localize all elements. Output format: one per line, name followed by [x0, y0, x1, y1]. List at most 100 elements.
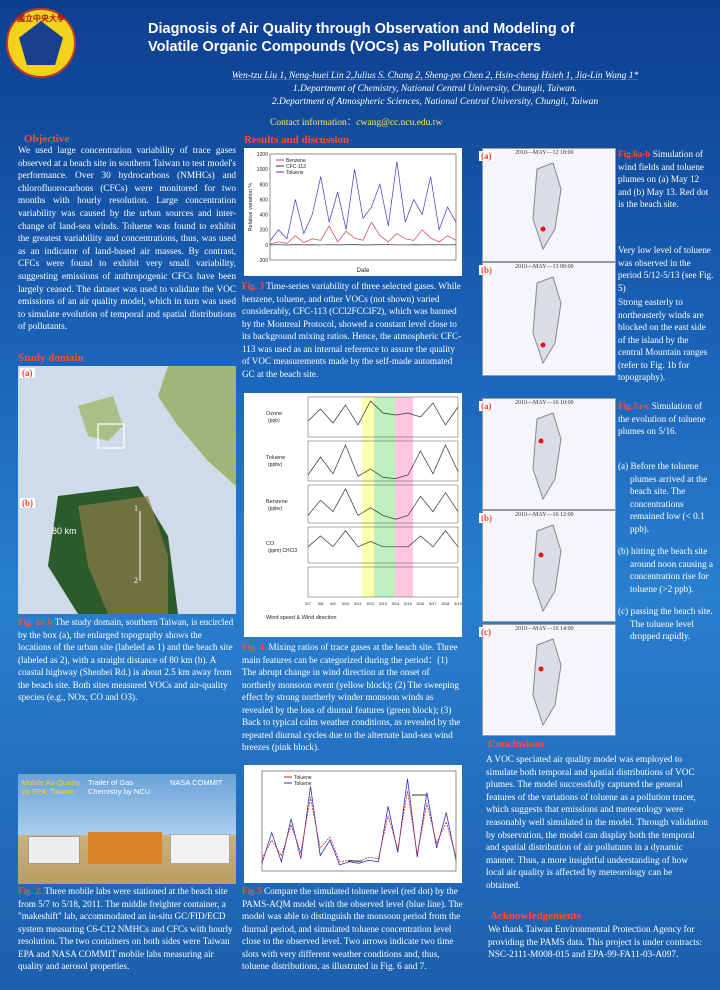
fig7-label-b: (b)	[479, 513, 494, 523]
fig6a-map	[483, 149, 615, 261]
fig7a-map	[483, 399, 615, 509]
fig4-xtick: 5/11	[354, 601, 362, 606]
fig4-xtick: 5/10	[342, 601, 351, 606]
study-domain-heading: Study domain	[18, 352, 84, 364]
fig4-xtick: 5/14	[392, 601, 401, 606]
map-label-b: (b)	[20, 498, 35, 508]
fig3-ytick: 1200	[257, 152, 268, 158]
fig7-caption: Fig.7a-c Simulation of the evolution of …	[618, 401, 706, 436]
study-domain-map: (a) (b) 80 km 1 2	[18, 366, 236, 614]
fig5-legend-label: Toluene	[294, 775, 312, 781]
fig4-row-unit: (ppb)	[268, 418, 280, 424]
fig3-chart: -200 0 200 400 600 800 1000 1200 Relative variat…	[244, 148, 462, 276]
fig7-label-a: (a)	[479, 401, 494, 411]
fig4-xtick: 5/13	[379, 601, 388, 606]
fig6b-title: 2010—MAY—13 00:00	[515, 264, 574, 270]
fig6b-panel: (b) 2010—MAY—13 00:00	[479, 262, 616, 376]
photo-label-nasa: NASA COMMIT	[170, 778, 223, 787]
fig4-panel-frame	[307, 396, 459, 438]
objective-heading: Objective	[24, 133, 70, 145]
author-block: Wen-tzu Liu 1, Neng-huei Lin 2,Julius S.…	[150, 70, 720, 109]
author-list: Wen-tzu Liu 1, Neng-huei Lin 2,Julius S.…	[231, 71, 639, 81]
fig7-label-c: (c)	[479, 627, 493, 637]
fig3-ytick: 400	[260, 213, 269, 219]
fig3-ylabel: Relative variation %	[248, 183, 254, 232]
fig7b-map	[483, 511, 615, 621]
fig4-xtick: 5/7	[305, 601, 311, 606]
fig7-item-b: (b) hitting the beach site around noon c…	[618, 546, 713, 594]
fig3-xlabel: Date	[357, 268, 370, 274]
fig4-xtick: 5/8	[318, 601, 324, 606]
fig7b-title: 2010—MAY—16 12:00	[515, 512, 574, 518]
fig4-series-line	[307, 400, 459, 426]
conclusions-text: A VOC speciated air quality model was em…	[486, 755, 708, 891]
fig5-axes	[261, 770, 457, 872]
fig7b-panel: (b) 2010—MAY—16 12:00	[479, 510, 616, 622]
objective-text: We used large concentration variability …	[18, 146, 236, 333]
fig5-caption: Fig.5 Compare the simulated toluene leve…	[242, 886, 463, 971]
fig7c-title: 2010—MAY—16 14:00	[515, 626, 574, 632]
fig7c-panel: (c) 2010—MAY—16 14:00	[479, 624, 616, 736]
fig3-caption: Fig. 3 Time-series variability of three …	[242, 281, 462, 379]
fig4-panel-frame	[307, 526, 459, 564]
affiliation-1: 1.Department of Chemistry, National Cent…	[292, 84, 578, 94]
fig5-chart: Toluene Toluene	[244, 765, 462, 883]
fig3-plot: -200 0 200 400 600 800 1000 1200 Relative variat…	[248, 152, 457, 274]
fig4-row-label: CO	[266, 541, 275, 547]
fig7-item-a: (a) Before the toluene plumes arrived at…	[618, 461, 708, 534]
fig4-row-label: Benzene	[266, 499, 288, 505]
mobile-labs-photo: Mobile Air Quality by EPA, Taiwan Traile…	[18, 774, 236, 884]
fig6-label-a: (a)	[479, 151, 494, 161]
fig4-row-label: Ozone	[266, 411, 282, 417]
fig4-wind-frame	[307, 566, 459, 598]
fig3-ytick: -200	[258, 258, 268, 264]
fig4-panel-frame	[307, 484, 459, 524]
fig3-axes	[269, 153, 457, 261]
fig3-legend-label: Toluene	[286, 170, 304, 176]
fig6a-panel: (a) 2010—MAY—12 18:00	[479, 148, 616, 262]
fig4-series-line	[307, 530, 459, 548]
map-label-a: (a)	[20, 368, 35, 378]
fig7a-panel: (a) 2010—MAY—16 10:00	[479, 398, 616, 510]
fig7-items: (a) Before the toluene plumes arrived at…	[618, 460, 714, 643]
fig4-row-unit: (ppm) CHCl3	[268, 548, 297, 554]
fig4-plot: Ozone(ppb)Toluene(ppbv)Benzene(ppbv)CO(p…	[266, 396, 463, 621]
fig3-series-line	[269, 161, 457, 242]
acknowledgements-text: We thank Taiwan Environmental Protection…	[488, 925, 703, 961]
fig4-row-unit: (ppbv)	[268, 462, 283, 468]
fig4-xtick: 5/12	[367, 601, 376, 606]
photo-label-epa: Mobile Air Quality by EPA, Taiwan	[22, 778, 81, 796]
fig4-caption: Fig. 4. Mixing ratios of trace gases at …	[242, 642, 461, 752]
fig4-xtick: 5/15	[404, 601, 413, 606]
fig4-xtick: 5/9	[330, 601, 336, 606]
fig4-xtick: 5/16	[417, 601, 426, 606]
results-heading: Results and discussion	[244, 134, 350, 146]
fig4-row-label: Wind speed & Wind direction	[266, 615, 337, 621]
fig4-row-label: Toluene	[266, 455, 285, 461]
contact-info[interactable]: Contact information：cwang@cc.ncu.edu.tw	[270, 118, 443, 128]
conclusions-heading: Conclusions	[488, 738, 545, 750]
fig6-label-b: (b)	[479, 265, 494, 275]
fig6-note-2: Strong easterly to northeasterly winds a…	[618, 297, 708, 382]
poster-title: Diagnosis of Air Quality through Observa…	[148, 21, 575, 55]
fig5-legend-label: Toluene	[294, 781, 312, 787]
fig3-ytick: 600	[260, 197, 269, 203]
site-2-marker: 2	[134, 576, 138, 585]
fig3-legend-label: CFC-113	[286, 164, 306, 170]
fig3-ytick: 200	[260, 228, 269, 234]
fig6b-map	[483, 263, 615, 375]
fig4-series-line	[307, 488, 459, 520]
fig3-series-line	[269, 221, 457, 245]
map-figure	[18, 366, 236, 614]
fig7-item-c: (c) passing the beach site. The toluene …	[618, 606, 713, 641]
map-scale: 80 km	[52, 526, 77, 536]
fig3-ytick: 1000	[257, 167, 268, 173]
fig4-row-unit: (ppbv)	[268, 506, 283, 512]
fig3-ytick: 0	[265, 243, 268, 249]
fig5-series-line	[261, 790, 457, 863]
fig7c-map	[483, 625, 615, 735]
fig4-xtick: 5/18	[442, 601, 451, 606]
fig1-caption: Fig. 1a-b The study domain, southern Tai…	[18, 617, 234, 702]
fig5-series-line	[261, 778, 457, 866]
